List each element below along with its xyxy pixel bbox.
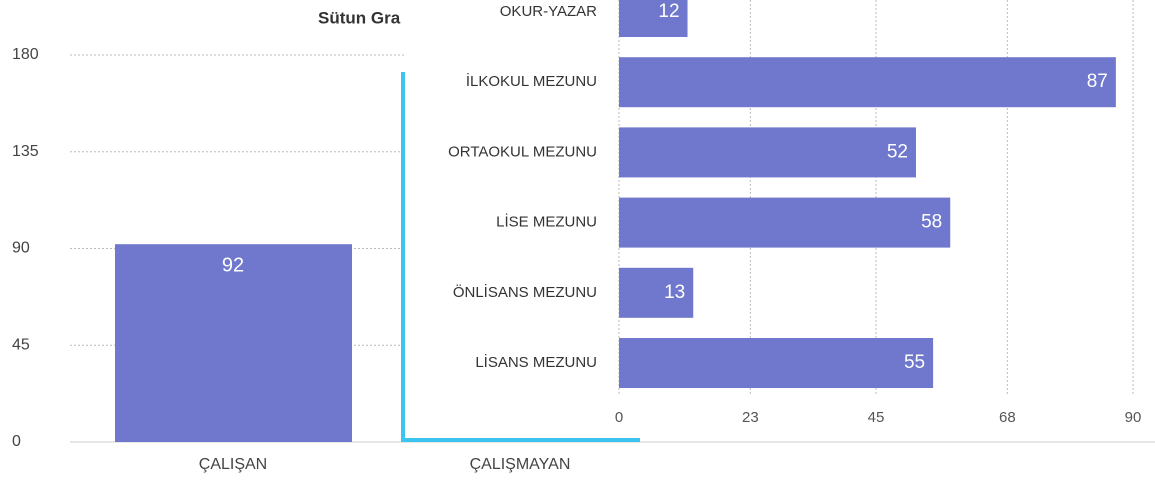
y-tick-label: 180 bbox=[12, 46, 39, 63]
data-label: 55 bbox=[904, 352, 925, 373]
bar bbox=[619, 127, 916, 178]
x-tick-label: ÇALIŞAN bbox=[199, 456, 267, 473]
bar bbox=[619, 57, 1116, 108]
bar bbox=[619, 0, 688, 37]
data-label: 87 bbox=[1087, 71, 1108, 92]
y-tick-label: LİSE MEZUNU bbox=[496, 213, 597, 231]
y-tick-label: 135 bbox=[12, 143, 39, 160]
y-tick-label: ORTAOKUL MEZUNU bbox=[448, 143, 597, 160]
y-tick-label: 90 bbox=[12, 240, 30, 257]
bar bbox=[619, 197, 951, 248]
data-label: 92 bbox=[222, 254, 244, 276]
data-label: 52 bbox=[887, 141, 908, 162]
x-tick-label: ÇALIŞMAYAN bbox=[470, 456, 571, 473]
y-tick-label: LİSANS MEZUNU bbox=[475, 353, 597, 371]
bar bbox=[619, 338, 934, 388]
x-tick-label: 90 bbox=[1125, 409, 1142, 426]
chart-title: Sütun Gra bbox=[318, 8, 401, 27]
y-tick-label: OKUR-YAZAR bbox=[500, 3, 597, 20]
bar bbox=[115, 244, 352, 442]
y-tick-label: ÖNLİSANS MEZUNU bbox=[453, 283, 597, 301]
y-tick-label: İLKOKUL MEZUNU bbox=[466, 72, 597, 90]
column-chart: Sütun Gra 0 45 90 135 180 ÇALIŞAN 92 ÇALIŞMAYAN bbox=[12, 8, 1155, 473]
y-tick-label: 0 bbox=[12, 433, 21, 450]
x-tick-label: 0 bbox=[615, 409, 623, 426]
data-label: 12 bbox=[658, 1, 679, 22]
y-tick-label: 45 bbox=[12, 336, 30, 353]
x-tick-label: 45 bbox=[868, 409, 885, 426]
selection-border bbox=[401, 72, 640, 442]
bar bbox=[619, 267, 694, 318]
x-tick-label: 23 bbox=[742, 409, 759, 426]
data-label: 13 bbox=[664, 282, 685, 303]
bar-chart-panel: 0 23 45 68 90 OKUR-YAZAR 12 İLKOKUL MEZUNU 87 ORT… bbox=[405, 0, 1155, 438]
data-label: 58 bbox=[921, 212, 942, 233]
x-tick-label: 68 bbox=[999, 409, 1016, 426]
